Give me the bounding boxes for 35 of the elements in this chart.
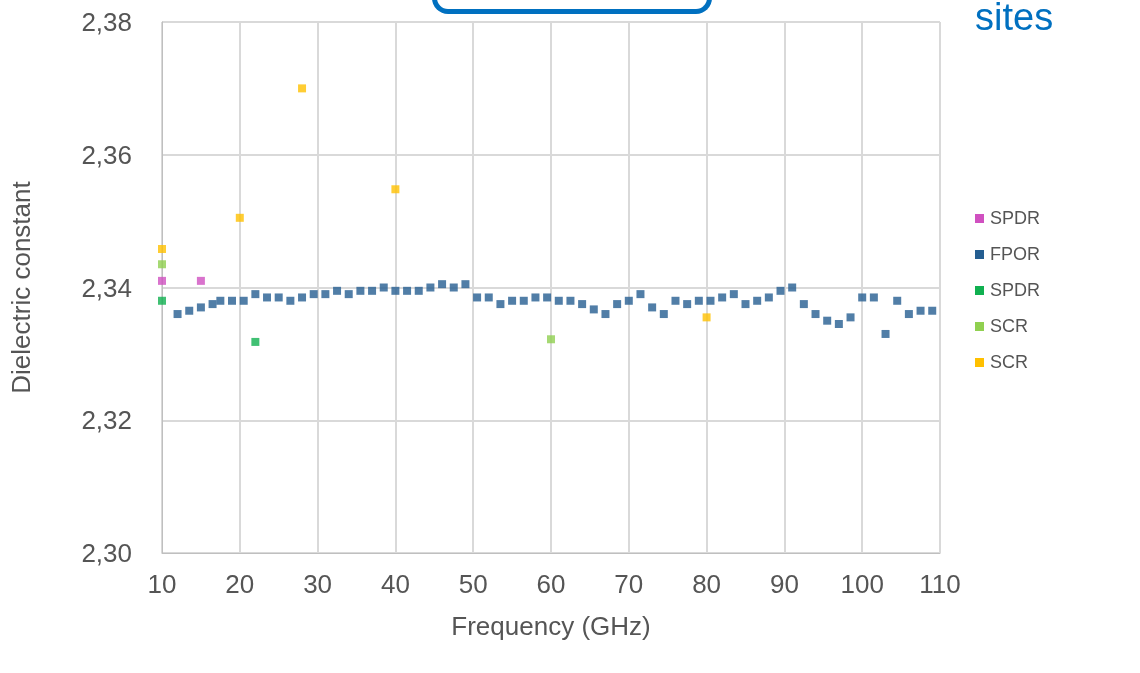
x-tick-label: 60 bbox=[536, 569, 566, 599]
x-tick-label: 40 bbox=[380, 569, 410, 599]
point bbox=[702, 313, 711, 322]
x-tick-label: 30 bbox=[303, 569, 333, 599]
y-tick-label: 2,36 bbox=[81, 139, 132, 170]
x-axis-title: Frequency (GHz) bbox=[451, 611, 651, 641]
legend-label: SCR bbox=[990, 315, 1029, 337]
legend-label: SCR bbox=[990, 351, 1029, 373]
point bbox=[391, 185, 400, 194]
point bbox=[158, 245, 166, 253]
x-tick-label: 80 bbox=[692, 569, 722, 599]
y-axis-title: Dielectric constant bbox=[6, 180, 36, 394]
point bbox=[298, 84, 307, 93]
y-tick-label: 2,34 bbox=[81, 272, 132, 303]
point bbox=[251, 337, 260, 346]
point bbox=[158, 260, 166, 269]
point bbox=[196, 276, 205, 285]
legend-label: FPOR bbox=[990, 243, 1041, 265]
point bbox=[158, 296, 166, 305]
x-tick-label: 110 bbox=[919, 569, 961, 599]
x-tick-label: 70 bbox=[614, 569, 644, 599]
x-tick-label: 90 bbox=[769, 569, 799, 599]
y-tick-label: 2,32 bbox=[81, 405, 132, 436]
text: sites bbox=[975, 0, 1054, 39]
legend-label: SPDR bbox=[990, 279, 1041, 301]
y-tick-label: 2,30 bbox=[81, 538, 132, 568]
point bbox=[547, 335, 555, 344]
x-tick-label: 10 bbox=[147, 569, 177, 599]
x-tick-label: 20 bbox=[225, 569, 255, 599]
x-tick-label: 100 bbox=[840, 569, 884, 599]
point bbox=[158, 276, 166, 285]
y-tick-label: 2,38 bbox=[81, 7, 132, 37]
point bbox=[235, 213, 244, 222]
x-tick-label: 50 bbox=[458, 569, 488, 599]
legend-label: SPDR bbox=[990, 207, 1041, 229]
